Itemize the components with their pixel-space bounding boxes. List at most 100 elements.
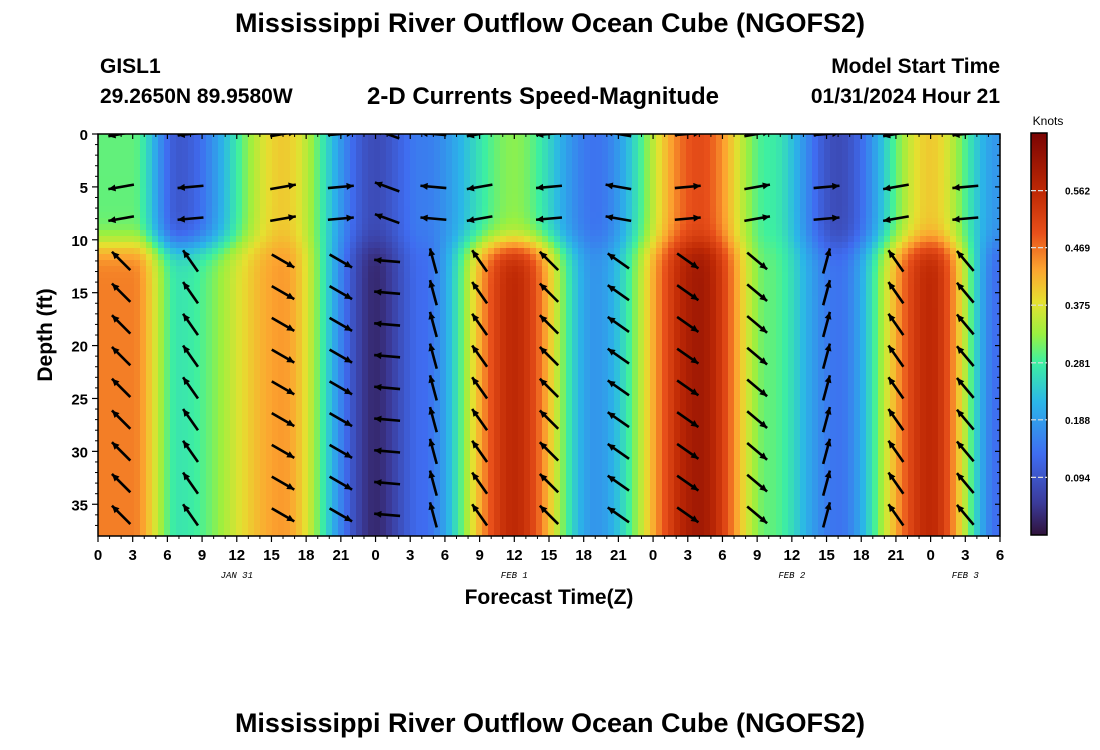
heatmap-cell (98, 134, 105, 141)
heatmap-cell (632, 188, 639, 195)
heatmap-cell (770, 164, 777, 171)
heatmap-cell (650, 200, 657, 207)
heatmap-cell (572, 236, 579, 243)
heatmap-cell (926, 164, 933, 171)
heatmap-cell (206, 236, 213, 243)
heatmap-cell (170, 236, 177, 243)
heatmap-cell (242, 308, 249, 315)
heatmap-cell (512, 266, 519, 273)
heatmap-cell (710, 326, 717, 333)
heatmap-cell (146, 230, 153, 237)
heatmap-cell (224, 254, 231, 261)
heatmap-cell (212, 254, 219, 261)
heatmap-cell (878, 242, 885, 249)
heatmap-cell (668, 158, 675, 165)
heatmap-cell (440, 296, 447, 303)
heatmap-cell (326, 266, 333, 273)
heatmap-cell (908, 248, 915, 255)
heatmap-cell (614, 140, 621, 147)
heatmap-cell (224, 188, 231, 195)
heatmap-cell (986, 266, 993, 273)
heatmap-cell (560, 314, 567, 321)
heatmap-cell (410, 182, 417, 189)
heatmap-cell (152, 326, 159, 333)
heatmap-cell (320, 206, 327, 213)
heatmap-cell (680, 236, 687, 243)
heatmap-cell (296, 266, 303, 273)
heatmap-cell (104, 254, 111, 261)
heatmap-cell (950, 254, 957, 261)
heatmap-cell (116, 314, 123, 321)
heatmap-cell (422, 176, 429, 183)
heatmap-cell (500, 260, 507, 267)
heatmap-cell (614, 206, 621, 213)
heatmap-cell (920, 158, 927, 165)
heatmap-cell (458, 254, 465, 261)
heatmap-cell (890, 218, 897, 225)
heatmap-cell (200, 140, 207, 147)
heatmap-cell (224, 134, 231, 141)
heatmap-cell (680, 134, 687, 141)
heatmap-cell (404, 218, 411, 225)
heatmap-cell (308, 230, 315, 237)
heatmap-cell (176, 320, 183, 327)
heatmap-cell (698, 326, 705, 333)
heatmap-cell (932, 158, 939, 165)
heatmap-cell (992, 170, 999, 177)
heatmap-cell (290, 152, 297, 159)
heatmap-cell (140, 170, 147, 177)
heatmap-cell (416, 254, 423, 261)
heatmap-cell (620, 308, 627, 315)
heatmap-cell (218, 314, 225, 321)
heatmap-cell (470, 188, 477, 195)
heatmap-cell (638, 248, 645, 255)
heatmap-cell (386, 218, 393, 225)
heatmap-cell (788, 242, 795, 249)
heatmap-cell (998, 278, 1000, 285)
heatmap-cell (938, 260, 945, 267)
heatmap-cell (722, 308, 729, 315)
heatmap-cell (134, 296, 141, 303)
heatmap-cell (776, 146, 783, 153)
heatmap-cell (782, 188, 789, 195)
heatmap-cell (224, 194, 231, 201)
heatmap-cell (962, 200, 969, 207)
heatmap-cell (218, 278, 225, 285)
heatmap-cell (872, 194, 879, 201)
heatmap-cell (164, 182, 171, 189)
heatmap-cell (524, 230, 531, 237)
heatmap-cell (944, 230, 951, 237)
heatmap-cell (518, 290, 525, 297)
heatmap-cell (656, 302, 663, 309)
heatmap-cell (668, 152, 675, 159)
heatmap-cell (476, 266, 483, 273)
heatmap-cell (590, 308, 597, 315)
heatmap-cell (314, 260, 321, 267)
heatmap-cell (152, 170, 159, 177)
heatmap-cell (854, 152, 861, 159)
heatmap-cell (824, 182, 831, 189)
heatmap-cell (578, 188, 585, 195)
heatmap-cell (998, 170, 1000, 177)
heatmap-cell (770, 248, 777, 255)
heatmap-cell (950, 296, 957, 303)
heatmap-cell (314, 290, 321, 297)
heatmap-cell (644, 182, 651, 189)
heatmap-cell (956, 266, 963, 273)
heatmap-cell (206, 188, 213, 195)
heatmap-cell (554, 206, 561, 213)
heatmap-cell (632, 326, 639, 333)
heatmap-cell (518, 188, 525, 195)
heatmap-cell (512, 140, 519, 147)
heatmap-cell (770, 254, 777, 261)
heatmap-cell (902, 218, 909, 225)
heatmap-cell (200, 230, 207, 237)
heatmap-cell (680, 188, 687, 195)
heatmap-cell (506, 134, 513, 141)
heatmap-cell (986, 224, 993, 231)
heatmap-cell (440, 326, 447, 333)
heatmap-cell (710, 212, 717, 219)
heatmap-cell (470, 302, 477, 309)
heatmap-cell (272, 158, 279, 165)
heatmap-cell (248, 158, 255, 165)
